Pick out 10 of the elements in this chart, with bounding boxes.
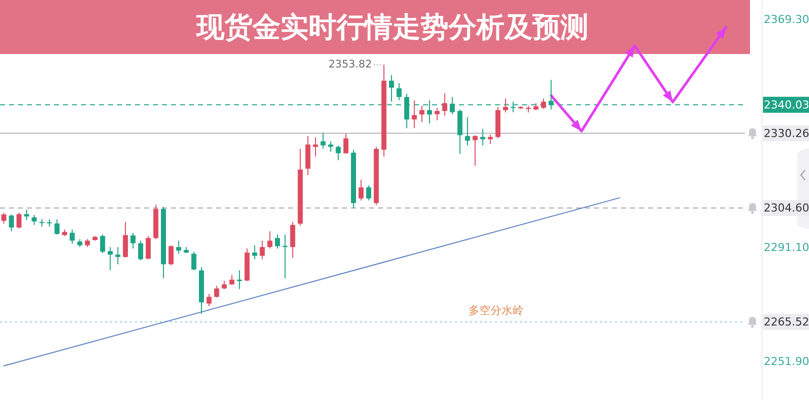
ref-line-label: 2265.52 [764,315,809,328]
annotation: 2353.82 [328,58,372,71]
y-tick-label: 2251.90 [764,355,809,368]
annotation: 多空分水岭 [468,304,524,317]
ref-line-label: 2304.60 [764,202,809,215]
chart-title: 现货金实时行情走势分析及预测 [196,10,588,44]
ref-line-label: 2330.26 [764,126,809,140]
y-tick-label: 2291.10 [764,240,809,254]
y-tick-label: 2369.30 [764,13,809,26]
ref-line-label: 2340.03 [764,98,809,112]
